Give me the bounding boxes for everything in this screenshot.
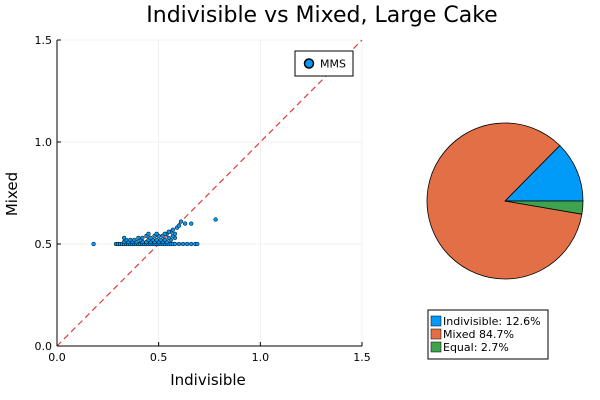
data-point: [128, 237, 133, 243]
data-point: [189, 241, 194, 247]
pie-legend-label: Mixed 84.7%: [443, 328, 514, 341]
data-point: [158, 237, 163, 243]
data-point: [172, 231, 178, 236]
points-layer: [91, 217, 218, 247]
pie-layer: [426, 122, 584, 280]
ticks-layer: 0.0 0.5 1.0 1.5 0.0 0.5 1.0 1.5: [35, 34, 371, 364]
data-point: [91, 241, 96, 247]
scatter-legend: MMS: [294, 50, 354, 77]
x-tick-label: 0.0: [48, 351, 66, 364]
pie-legend-swatch: [430, 328, 442, 340]
data-point: [195, 241, 200, 247]
data-point: [170, 227, 176, 232]
data-point: [166, 229, 171, 234]
data-point: [178, 219, 184, 224]
x-tick-label: 1.5: [353, 351, 371, 364]
scatter-legend-marker: [303, 58, 315, 69]
pie-legend-label: Equal: 2.7%: [443, 341, 509, 354]
data-point: [132, 237, 137, 243]
data-point: [176, 223, 182, 228]
pie-legend: Indivisible: 12.6%Mixed 84.7%Equal: 2.7%: [427, 309, 549, 360]
scatter-legend-label: MMS: [320, 58, 346, 71]
data-point: [162, 231, 167, 236]
data-point: [180, 241, 186, 247]
y-tick-label: 0.5: [35, 238, 53, 251]
data-point: [184, 241, 190, 247]
data-point: [154, 231, 159, 236]
data-point: [146, 231, 151, 236]
pie-legend-swatch: [430, 341, 442, 353]
data-point: [140, 235, 145, 241]
pie-legend-swatch: [430, 315, 442, 327]
data-point: [172, 241, 178, 247]
pie-slice: [504, 200, 584, 215]
scatter-panel: 0.0 0.5 1.0 1.5 0.0 0.5 1.0 1.5 Indivisible Mix…: [3, 34, 371, 389]
data-point: [162, 237, 167, 243]
data-point: [176, 241, 182, 247]
data-point: [189, 221, 194, 226]
x-axis-label: Indivisible: [170, 371, 246, 389]
data-point: [182, 221, 188, 226]
pie-panel: Indivisible: 12.6%Mixed 84.7%Equal: 2.7%: [426, 122, 584, 360]
pie-slice: [426, 122, 583, 280]
data-point: [154, 237, 159, 243]
reference-line: [56, 39, 363, 347]
data-point: [148, 235, 153, 241]
pie-legend-label: Indivisible: 12.6%: [443, 315, 541, 328]
pie-slice: [504, 144, 584, 202]
chart-title: Indivisible vs Mixed, Large Cake: [146, 3, 497, 28]
data-point: [136, 235, 141, 241]
y-tick-label: 1.5: [35, 34, 53, 47]
data-point: [121, 235, 127, 241]
y-tick-label: 0.0: [35, 340, 53, 353]
y-tick-label: 1.0: [35, 136, 53, 149]
x-tick-label: 0.5: [150, 351, 168, 364]
pie-legend-items: Indivisible: 12.6%Mixed 84.7%Equal: 2.7%: [430, 315, 541, 354]
data-point: [213, 217, 218, 222]
pie-legend-box: [427, 309, 549, 360]
y-axis-label: Mixed: [3, 172, 21, 216]
x-tick-label: 1.0: [252, 351, 270, 364]
data-point: [166, 235, 171, 241]
